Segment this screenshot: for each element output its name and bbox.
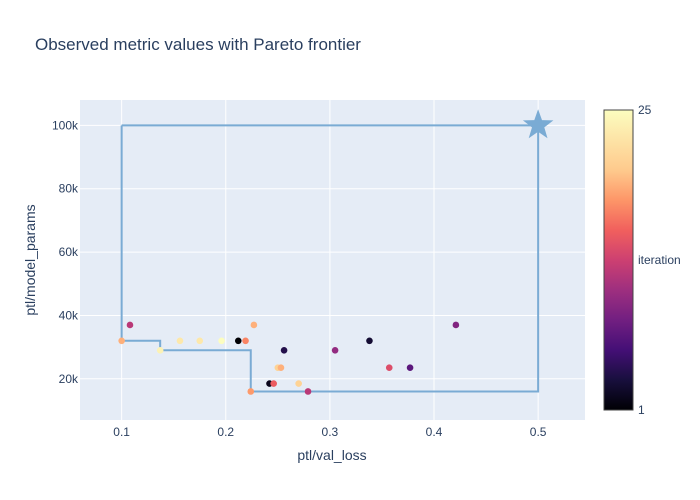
data-point [277, 364, 285, 372]
x-axis-title: ptl/val_loss [297, 447, 366, 463]
data-point [331, 346, 339, 354]
y-tick-label: 100k [52, 118, 79, 132]
plot-area [80, 100, 585, 420]
points-layer [118, 321, 460, 395]
colorbar [603, 109, 634, 411]
x-tick-label: 0.2 [217, 425, 234, 439]
data-point [452, 321, 460, 329]
data-point [218, 337, 225, 345]
y-axis-title: ptl/model_params [22, 204, 38, 315]
y-tick-label: 40k [59, 308, 79, 322]
y-tick-label: 20k [59, 372, 79, 386]
x-tick-label: 0.4 [426, 425, 443, 439]
y-tick-label: 60k [59, 245, 79, 259]
reference-point-layer [522, 109, 554, 139]
colorbar-min-label: 1 [638, 403, 645, 417]
y-axis-ticks: 20k 40k 60k 80k 100k [52, 118, 79, 385]
data-point [250, 321, 258, 329]
x-axis-ticks: 0.1 0.2 0.3 0.4 0.5 [113, 425, 547, 439]
pareto-frontier-layer [120, 124, 540, 393]
colorbar-max-label: 25 [638, 103, 652, 117]
data-point [385, 364, 393, 372]
colorbar-title: iteration [638, 253, 681, 267]
data-point [176, 337, 184, 345]
chart-title: Observed metric values with Pareto front… [35, 35, 361, 54]
data-point [156, 346, 164, 354]
reference-point-star [522, 109, 554, 139]
data-point [247, 388, 255, 395]
data-point [196, 337, 204, 345]
data-point [280, 346, 288, 354]
data-point [234, 337, 242, 345]
y-tick-label: 80k [59, 182, 79, 196]
data-point [270, 380, 277, 387]
data-point [126, 321, 134, 329]
data-point [366, 337, 373, 345]
data-point [406, 364, 414, 372]
data-point [242, 337, 249, 345]
x-tick-label: 0.1 [113, 425, 130, 439]
x-tick-label: 0.5 [530, 425, 547, 439]
x-tick-label: 0.3 [322, 425, 339, 439]
data-point [295, 380, 302, 387]
data-point [118, 337, 125, 345]
data-point [304, 388, 312, 395]
pareto-frontier-line [120, 124, 540, 393]
